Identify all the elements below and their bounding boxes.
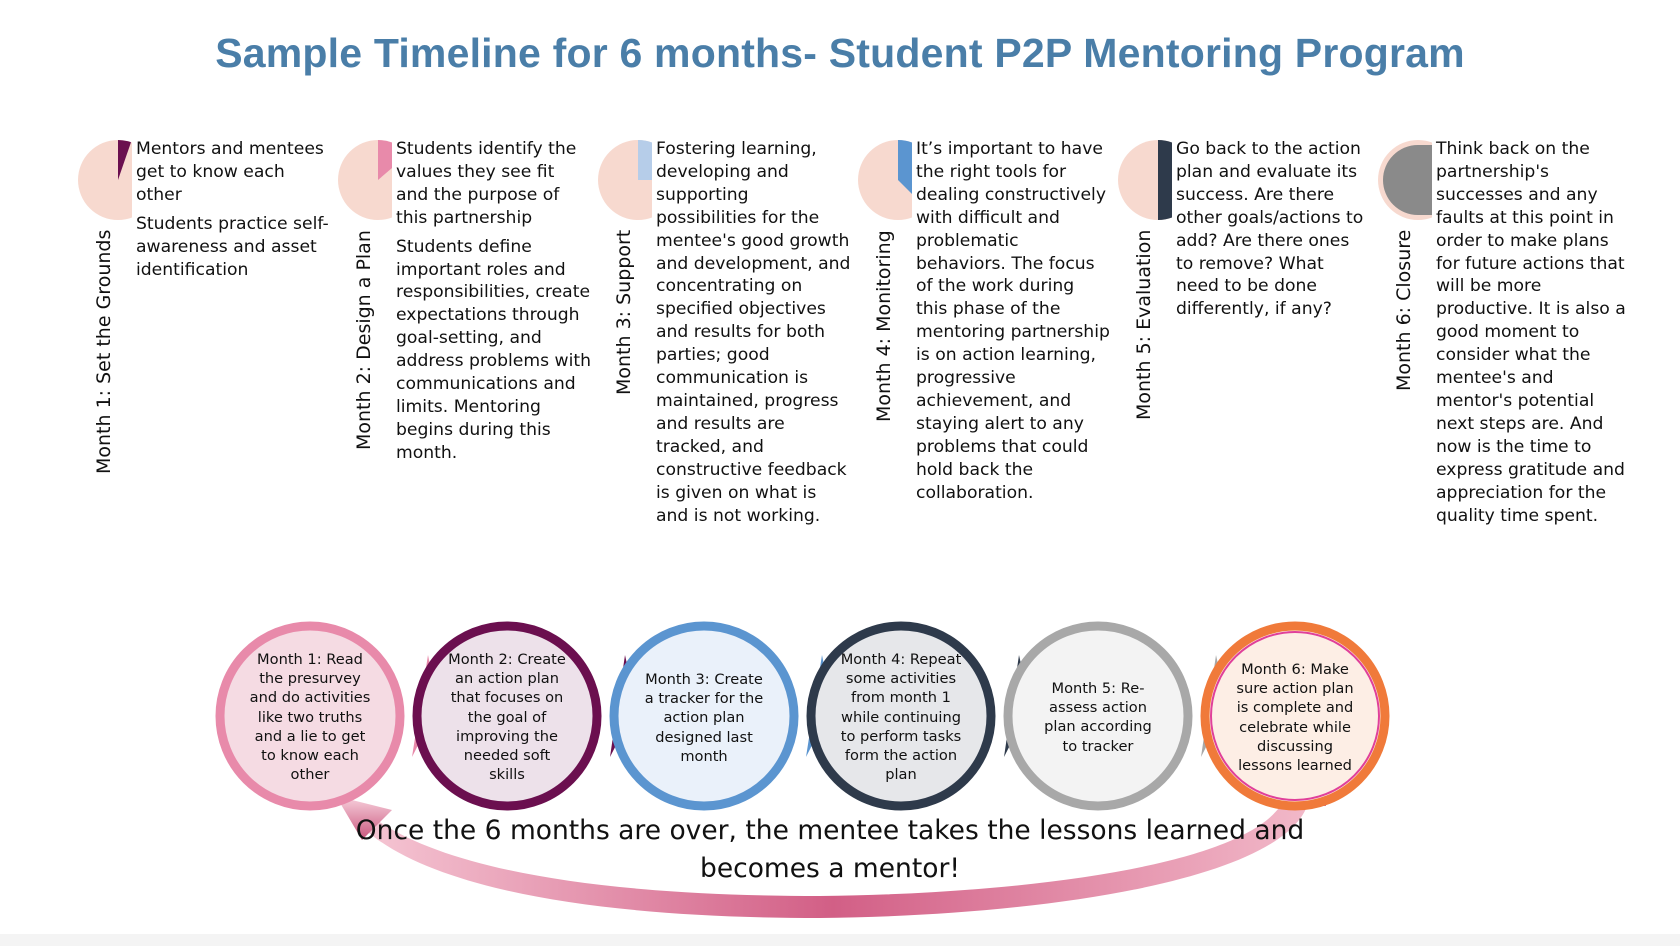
month-5-pie-icon [1118,139,1172,221]
month-3-pie-icon [598,139,652,220]
flow-step-6 [1200,621,1390,811]
month-2-column: Month 2: Design a Plan Students identify… [336,138,594,578]
footer-band [0,934,1680,946]
page-title: Sample Timeline for 6 months- Student P2… [215,30,1465,76]
month-4-paragraph-1: It’s important to have the right tools f… [916,139,1110,503]
flow-step-5-text: Month 5: Re-assess action plan according… [1044,680,1152,755]
flow-step-1-text: Month 1: Read the presurvey and do activ… [249,651,371,784]
month-1-paragraph-2: Students practice self-awareness and ass… [136,213,329,280]
month-2-description: Students identify the values they see fi… [396,138,591,471]
closing-message: Once the 6 months are over, the mentee t… [355,815,1305,884]
month-4-pie-icon [858,139,912,220]
return-arrowhead [336,796,392,840]
flow-step-4-text: Month 4: Repeat some activities from mon… [840,651,962,784]
month-1-paragraph-1: Mentors and mentees get to know each oth… [136,139,324,205]
month-4-column: Month 4: Monitoring It’s important to ha… [856,138,1114,578]
month-6-paragraph-1: Think back on the partnership's successe… [1436,139,1626,526]
month-4-description: It’s important to have the right tools f… [916,138,1111,511]
month-1-pie-icon [78,140,132,220]
month-1-column: Month 1: Set the Grounds Mentors and men… [76,138,334,578]
month-5-paragraph-1: Go back to the action plan and evaluate … [1176,139,1364,320]
month-6-column: Month 6: Closure Think back on the partn… [1376,138,1634,578]
month-6-pie-icon [1378,140,1432,220]
month-6-description: Think back on the partnership's successe… [1436,138,1631,533]
month-2-pie-icon [338,139,392,220]
flow-step-6-inner-ring [1210,631,1380,801]
month-3-paragraph-1: Fostering learning, developing and suppo… [656,139,851,526]
month-3-column: Month 3: Support Fostering learning, dev… [596,138,854,578]
flow-step-6-text: Month 6: Make sure action plan is comple… [1236,661,1354,775]
month-1-description: Mentors and mentees get to know each oth… [136,138,331,287]
month-5-column: Month 5: Evaluation Go back to the actio… [1116,138,1374,578]
return-arrow [355,795,1310,918]
flow-step-3-text: Month 3: Create a tracker for the action… [644,671,764,765]
month-3-description: Fostering learning, developing and suppo… [656,138,851,533]
month-5-description: Go back to the action plan and evaluate … [1176,138,1371,327]
flow-step-2-text: Month 2: Create an action plan that focu… [448,651,566,784]
month-2-paragraph-1: Students identify the values they see fi… [396,139,577,228]
month-2-paragraph-2: Students define important roles and resp… [396,236,591,463]
